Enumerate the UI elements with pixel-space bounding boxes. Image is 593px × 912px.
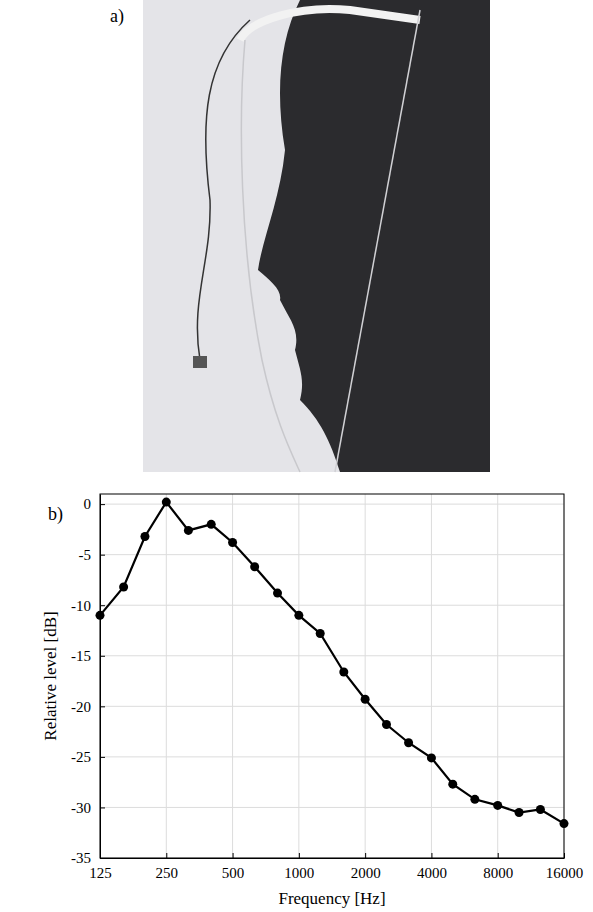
x-tick: 2000 (351, 853, 381, 881)
x-tick-label: 8000 (483, 865, 513, 881)
y-tick-mark (100, 504, 105, 505)
y-tick-mark (100, 807, 105, 808)
data-point (184, 526, 193, 535)
data-point (470, 795, 479, 804)
y-tick-label: -30 (71, 800, 91, 816)
data-point (536, 805, 545, 814)
visor-edge (241, 40, 300, 472)
data-point (361, 695, 370, 704)
data-point (273, 589, 282, 598)
x-tick: 1000 (284, 853, 314, 881)
x-tick-mark (233, 853, 234, 858)
y-tick-label: -15 (71, 648, 91, 664)
x-tick-label: 2000 (351, 865, 381, 881)
y-tick-label: -5 (79, 547, 92, 563)
x-axis-title: Frequency [Hz] (278, 889, 385, 908)
plot-frame (100, 494, 564, 858)
photo (143, 0, 490, 472)
x-tick-label: 250 (156, 865, 179, 881)
y-tick-mark (100, 757, 105, 758)
data-point (207, 520, 216, 529)
y-tick-label: -35 (71, 850, 91, 866)
x-tick-mark (166, 853, 167, 858)
x-grid-line (298, 494, 299, 858)
microphone (193, 356, 207, 368)
data-point (162, 498, 171, 507)
y-tick-mark (100, 555, 105, 556)
x-tick-label: 125 (89, 865, 112, 881)
photo-background (143, 0, 490, 472)
grid (100, 494, 564, 858)
panel-label: b) (48, 504, 63, 525)
x-tick-label: 16000 (546, 865, 584, 881)
data-marks (96, 498, 569, 829)
cable (197, 20, 250, 360)
y-grid-line (100, 706, 564, 707)
visor-side (335, 10, 420, 472)
x-grid-line (166, 494, 167, 858)
y-tick: 0 (84, 496, 106, 512)
head-silhouette (258, 0, 490, 472)
data-point (493, 801, 502, 810)
y-axis-title: Relative level [dB] (41, 611, 60, 740)
y-grid-line (100, 605, 564, 606)
data-point (448, 780, 457, 789)
y-tick-mark (100, 656, 105, 657)
x-tick-mark (431, 853, 432, 858)
data-point (140, 532, 149, 541)
y-tick: -5 (79, 547, 106, 563)
y-tick-label: -25 (71, 749, 91, 765)
data-point (515, 808, 524, 817)
figure: a) b) 125 250 500 1000 2000 4000 8000 16000 -35 -30… (0, 0, 593, 912)
x-tick-label: 1000 (284, 865, 314, 881)
series-line (100, 502, 564, 824)
data-point (560, 819, 569, 828)
x-tick-label: 4000 (417, 865, 447, 881)
data-point (250, 562, 259, 571)
visor-band (240, 9, 420, 40)
y-grid-line (100, 655, 564, 656)
x-tick-mark (299, 853, 300, 858)
y-tick-label: 0 (84, 496, 92, 512)
x-grid-line (232, 494, 233, 858)
panel-label: a) (110, 6, 124, 27)
data-point (339, 667, 348, 676)
x-tick: 4000 (417, 853, 447, 881)
x-grid-line (365, 494, 366, 858)
x-tick-mark (498, 853, 499, 858)
y-grid-line (100, 554, 564, 555)
y-tick-mark (100, 605, 105, 606)
data-point (228, 538, 237, 547)
x-grid-line (431, 494, 432, 858)
data-point (427, 753, 436, 762)
data-point (404, 738, 413, 747)
data-point (316, 629, 325, 638)
x-axis: 125 250 500 1000 2000 4000 8000 16000 (89, 853, 583, 881)
y-tick-label: -10 (71, 598, 91, 614)
data-point (294, 611, 303, 620)
x-tick: 500 (222, 853, 245, 881)
x-tick-label: 500 (222, 865, 245, 881)
x-tick-mark (365, 853, 366, 858)
data-point (119, 583, 128, 592)
y-grid-line (100, 756, 564, 757)
y-tick-mark (100, 706, 105, 707)
y-tick-label: -20 (71, 699, 91, 715)
data-point (96, 611, 105, 620)
x-tick: 250 (156, 853, 179, 881)
data-point (382, 720, 391, 729)
x-tick: 8000 (483, 853, 513, 881)
